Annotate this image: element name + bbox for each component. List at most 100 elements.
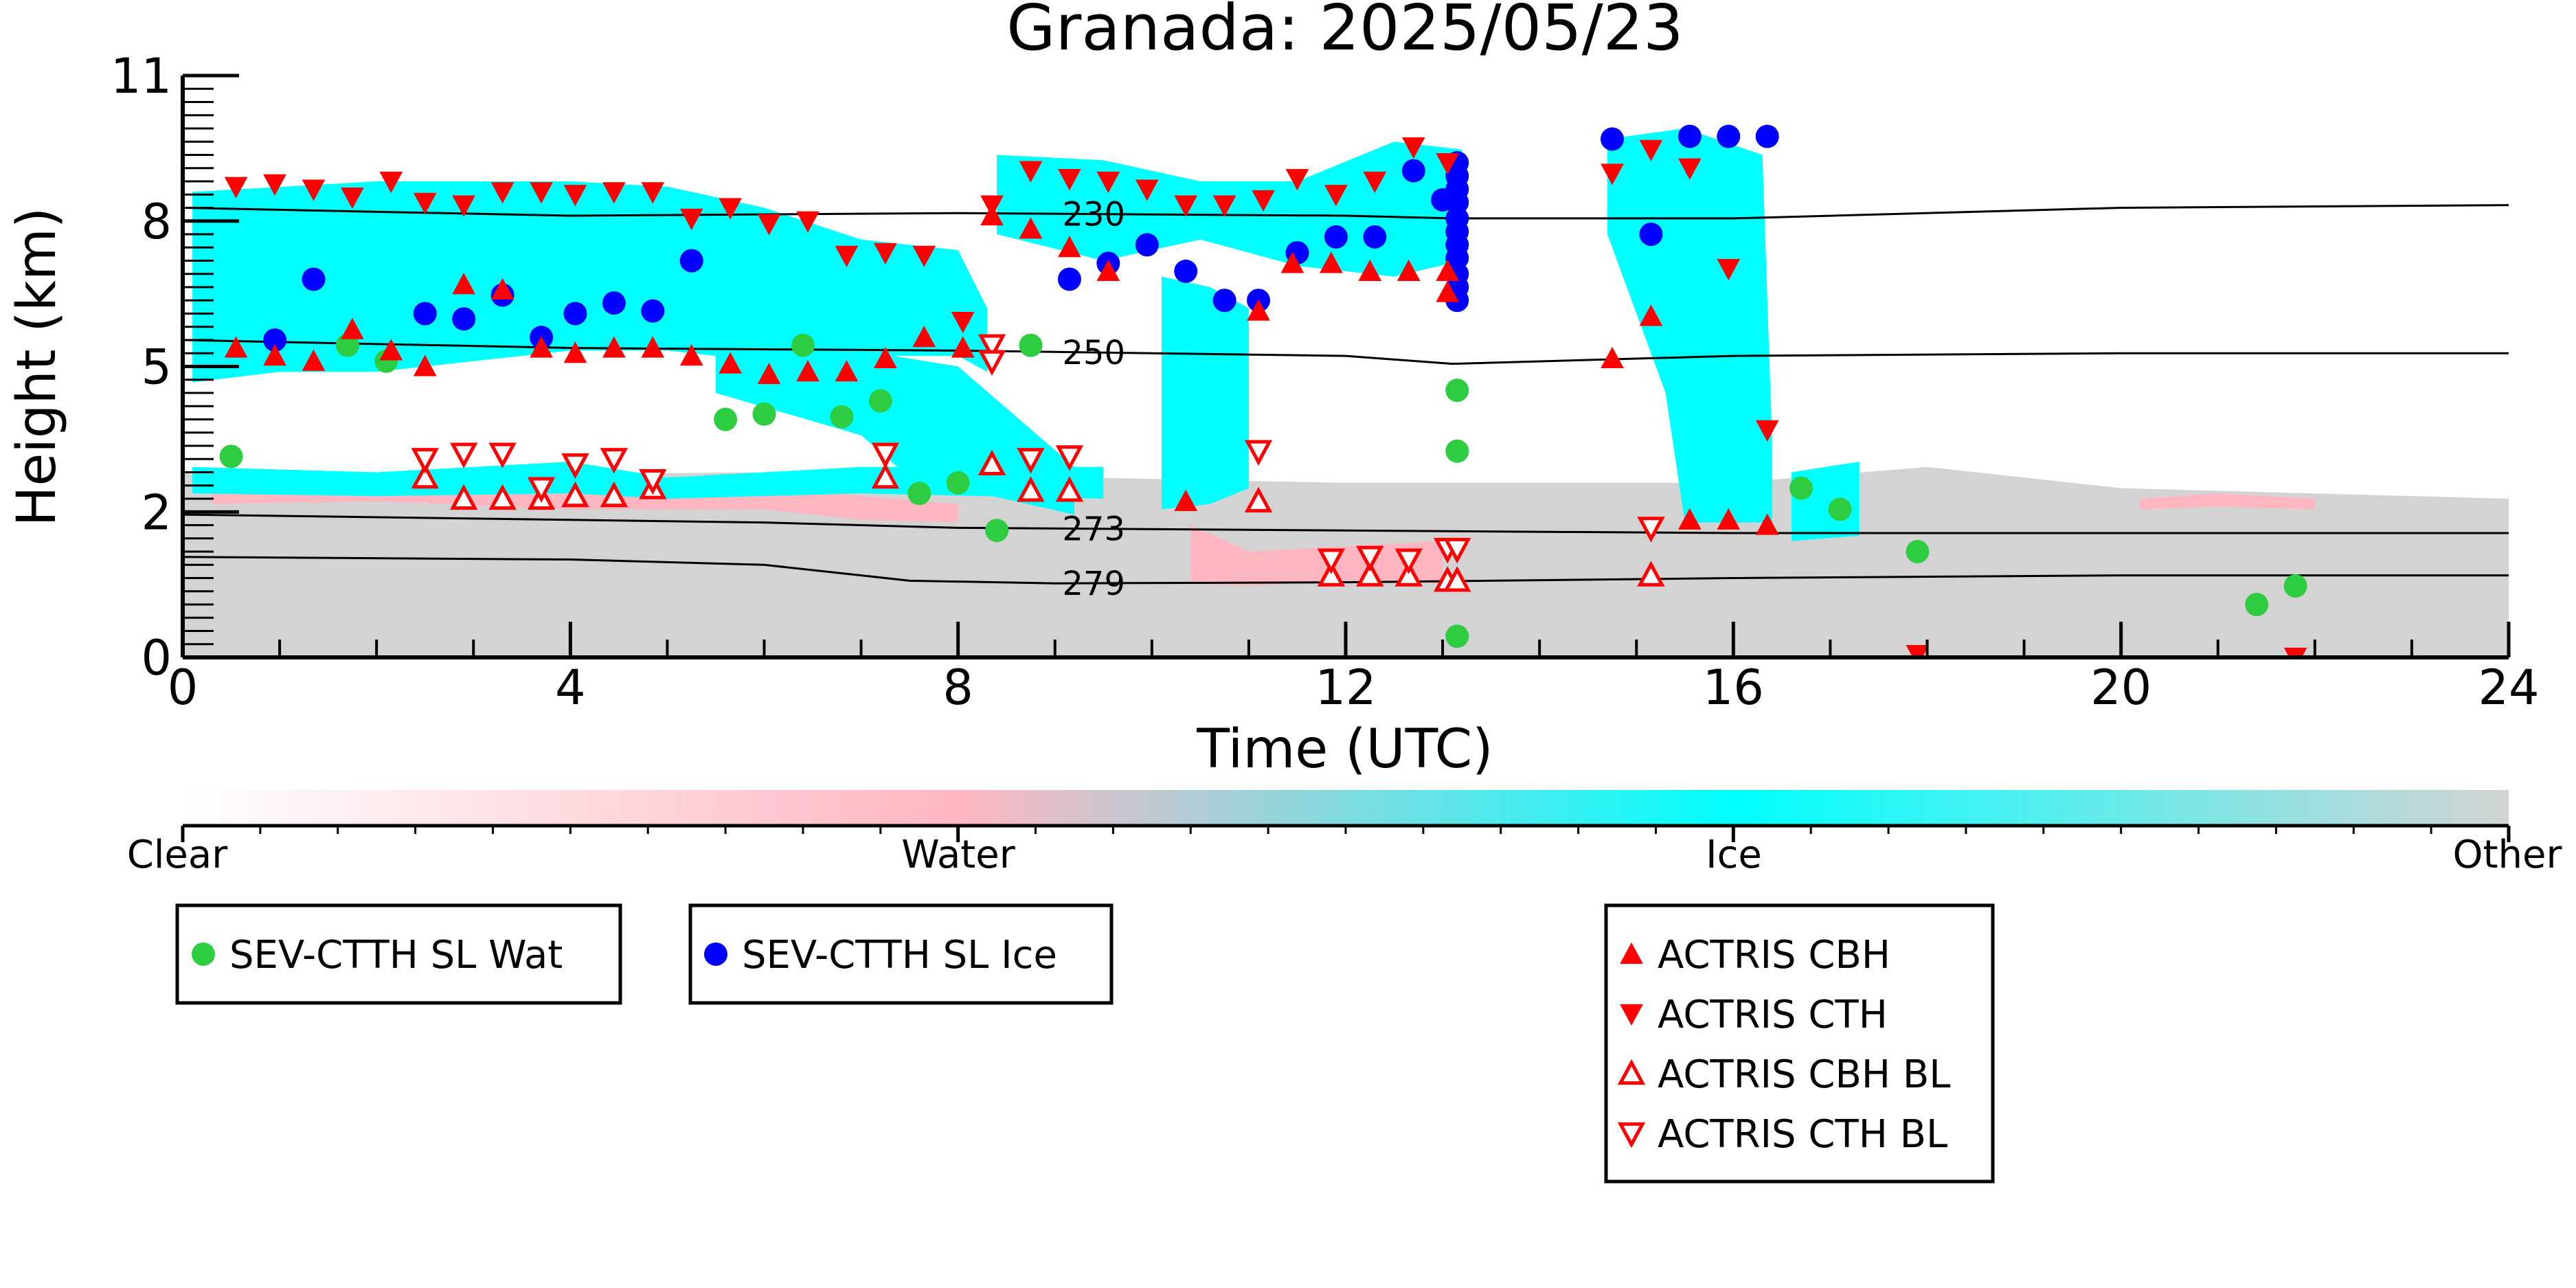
data-point — [335, 333, 359, 357]
data-point — [1445, 379, 1469, 403]
data-point — [757, 214, 781, 236]
legend-label: ACTRIS CBH — [1658, 933, 1890, 978]
data-point — [679, 344, 703, 366]
data-point — [912, 245, 936, 267]
contour-line-250 — [183, 339, 2509, 365]
contour-label-230: 230 — [1062, 196, 1125, 234]
data-point — [1436, 280, 1459, 302]
colorbar-ticks — [181, 826, 2511, 842]
data-point — [600, 448, 629, 474]
data-point — [1317, 561, 1346, 587]
legend-marker — [1617, 1122, 1646, 1149]
data-point — [874, 242, 897, 265]
contour-line-230 — [183, 204, 2509, 220]
data-point — [830, 405, 854, 429]
data-point — [1055, 476, 1084, 502]
data-point — [835, 245, 859, 267]
data-point — [874, 346, 897, 369]
data-point — [1096, 259, 1120, 281]
series-sev-ctth-sl-ice — [263, 124, 1779, 352]
legend-marker — [1617, 1059, 1646, 1085]
colorbar-gradient — [183, 790, 2509, 826]
data-point — [980, 195, 1004, 217]
contour-label-279: 279 — [1062, 565, 1125, 603]
data-point — [602, 291, 626, 315]
legend-box-actris: ACTRIS CBH ACTRIS CTH ACTRIS CBH BL ACTRIS … — [1604, 903, 1995, 1184]
contour-line-279 — [183, 556, 2509, 585]
data-point — [1639, 223, 1663, 246]
data-point — [1637, 517, 1665, 543]
data-point — [1247, 299, 1270, 321]
data-point — [2283, 574, 2307, 598]
x-tick-label: 0 — [168, 659, 199, 716]
data-point — [714, 407, 738, 431]
x-tick-label: 16 — [1703, 659, 1764, 716]
x-tick-label: 12 — [1315, 659, 1376, 716]
data-point — [1600, 127, 1624, 151]
data-point — [1755, 124, 1779, 148]
data-point — [1244, 440, 1273, 466]
data-point — [1363, 171, 1387, 194]
data-point — [1717, 258, 1741, 281]
data-point — [951, 311, 975, 334]
data-point — [302, 349, 326, 371]
data-point — [527, 477, 556, 503]
data-point — [530, 336, 553, 358]
data-point — [411, 448, 439, 474]
data-point — [224, 177, 248, 199]
data-point — [563, 185, 587, 207]
data-point — [752, 402, 776, 426]
y-axis-label: Height (km) — [6, 207, 68, 527]
data-point — [1906, 540, 1930, 563]
data-point — [835, 360, 859, 382]
data-point — [1135, 233, 1159, 257]
data-point — [488, 484, 517, 510]
bg-ice-low — [1791, 462, 1860, 541]
data-point — [1601, 163, 1624, 185]
contour-label-273: 273 — [1062, 510, 1125, 549]
data-point — [1324, 185, 1348, 207]
colorbar-label-water: Water — [901, 833, 1016, 877]
data-point — [868, 389, 892, 413]
data-point — [263, 174, 286, 196]
data-point — [1058, 236, 1081, 258]
data-point — [530, 182, 553, 204]
data-point — [757, 362, 781, 385]
data-point — [602, 182, 626, 204]
data-point — [1755, 513, 1779, 535]
temperature-contours: 230 250 273 279 — [183, 196, 2509, 603]
data-point — [341, 188, 364, 210]
data-point — [1445, 439, 1469, 463]
data-point — [411, 462, 439, 489]
data-point — [224, 336, 248, 358]
data-point — [1057, 267, 1081, 291]
colorbar-label-ice: Ice — [1706, 833, 1762, 877]
legend-box-sev-ice: SEV-CTTH SL Ice — [688, 903, 1114, 1005]
data-point — [302, 179, 326, 201]
bg-ice-layer — [192, 181, 987, 383]
colorbar: Clear Water Ice Other — [127, 790, 2562, 877]
bg-water-patch — [1190, 525, 1443, 587]
data-point — [679, 249, 703, 273]
axes: 0 4 8 12 16 20 24 0 2 5 8 11 — [111, 48, 2540, 716]
data-point — [641, 182, 665, 204]
data-point — [1017, 448, 1045, 474]
data-point — [413, 354, 437, 376]
data-point — [719, 198, 742, 220]
data-point — [1135, 179, 1159, 201]
data-point — [449, 484, 478, 510]
legend-frame — [1604, 903, 1995, 1184]
data-point — [1678, 508, 1702, 530]
data-point — [413, 302, 437, 326]
data-point — [1443, 566, 1471, 592]
legend-marker — [1620, 1004, 1643, 1026]
data-point — [1174, 259, 1198, 283]
data-point — [871, 442, 900, 468]
data-point — [1677, 124, 1702, 148]
legend-marker — [1620, 942, 1643, 964]
chart-title: Granada: 2025/05/23 — [1006, 0, 1683, 65]
data-point — [2245, 593, 2269, 616]
series-actris-cbh — [224, 203, 1779, 535]
data-point — [219, 444, 243, 468]
data-point — [1639, 139, 1663, 161]
